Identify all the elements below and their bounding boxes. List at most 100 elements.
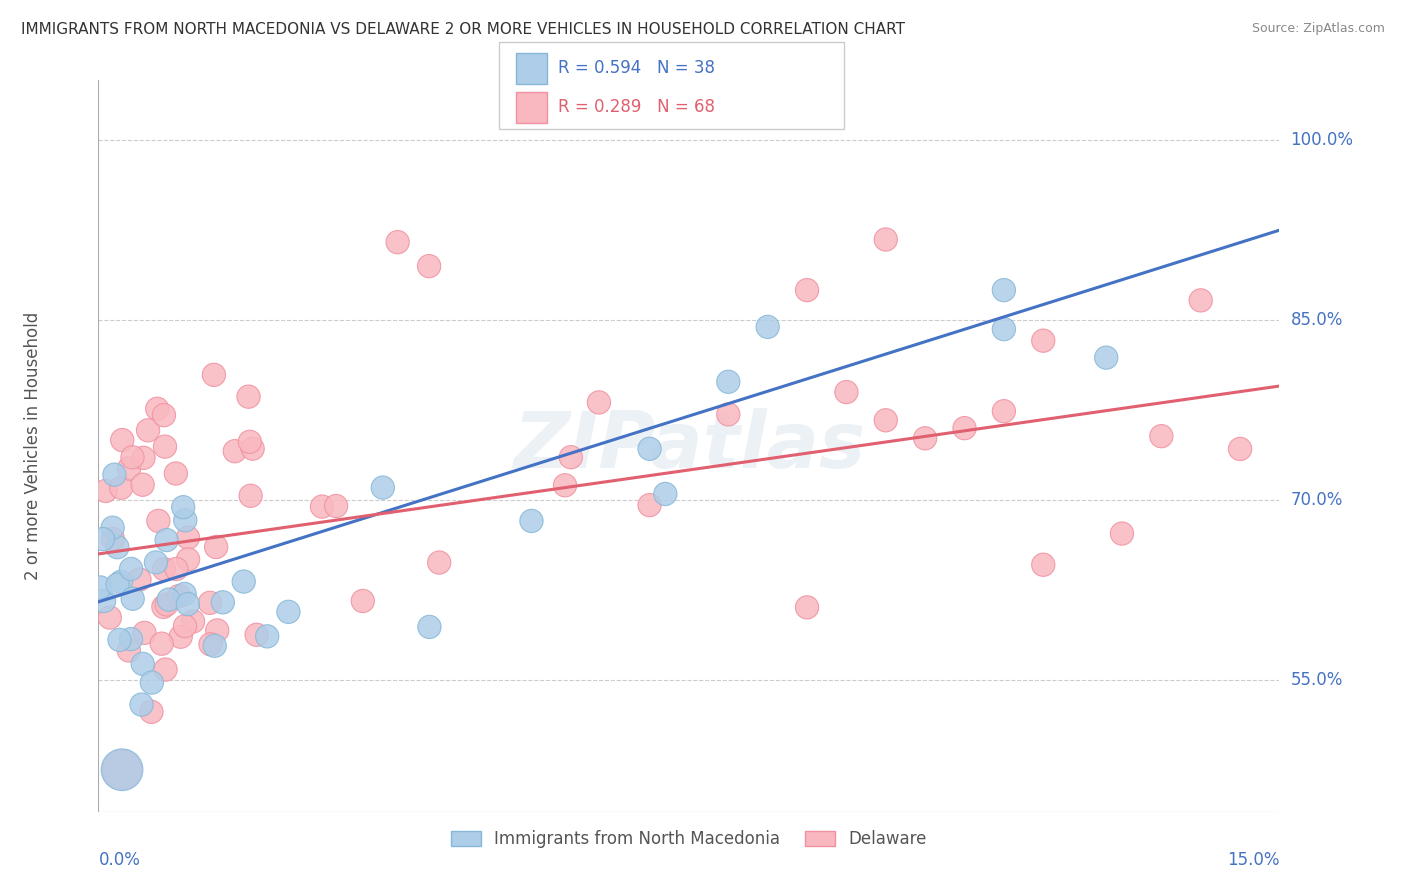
Point <box>875 413 897 427</box>
Point <box>239 489 262 503</box>
Point <box>239 434 262 449</box>
Point <box>1150 429 1173 443</box>
Point <box>148 514 170 528</box>
Point <box>101 532 124 546</box>
Point <box>387 235 409 249</box>
Point <box>155 663 177 677</box>
Point <box>371 481 394 495</box>
Point <box>200 637 222 651</box>
Point <box>177 552 200 566</box>
Point <box>1032 334 1054 348</box>
Point <box>141 705 163 719</box>
Point <box>1095 351 1118 365</box>
Point <box>120 562 142 576</box>
Point <box>993 322 1015 336</box>
Point <box>172 500 194 515</box>
Point <box>155 598 177 612</box>
Point <box>914 431 936 445</box>
Point <box>150 637 173 651</box>
Point <box>953 421 976 435</box>
Point <box>638 498 661 512</box>
Point <box>167 589 190 603</box>
Point <box>153 408 176 422</box>
Text: R = 0.289   N = 68: R = 0.289 N = 68 <box>558 98 716 117</box>
Point <box>993 283 1015 297</box>
Point <box>110 481 132 495</box>
Point <box>717 408 740 422</box>
Point <box>993 404 1015 418</box>
Text: R = 0.594   N = 38: R = 0.594 N = 38 <box>558 59 716 77</box>
Point <box>170 630 193 644</box>
Point <box>560 450 582 465</box>
Point <box>277 605 299 619</box>
Point <box>311 500 333 514</box>
Point <box>111 433 134 447</box>
Point <box>205 540 228 554</box>
Point <box>198 596 221 610</box>
Point <box>98 610 121 624</box>
Point <box>101 521 124 535</box>
Point <box>105 540 128 554</box>
Text: 100.0%: 100.0% <box>1291 131 1354 149</box>
Point <box>118 643 141 657</box>
Point <box>111 763 134 777</box>
Point <box>224 444 246 458</box>
Point <box>756 319 779 334</box>
Text: 85.0%: 85.0% <box>1291 311 1343 329</box>
Point <box>256 629 278 643</box>
Point <box>152 599 174 614</box>
Point <box>1189 293 1212 308</box>
Point <box>204 639 226 653</box>
Point <box>238 390 260 404</box>
Point <box>145 555 167 569</box>
Point <box>134 626 156 640</box>
Point <box>654 487 676 501</box>
Point <box>835 385 858 400</box>
Point <box>242 442 264 456</box>
Text: 70.0%: 70.0% <box>1291 491 1343 509</box>
Point <box>156 533 179 547</box>
Point <box>132 657 155 671</box>
Point <box>121 591 143 606</box>
Point <box>875 232 897 246</box>
Point <box>132 450 155 465</box>
Point <box>146 401 169 416</box>
Point <box>232 574 254 589</box>
Point <box>93 594 115 608</box>
Text: 55.0%: 55.0% <box>1291 671 1343 689</box>
Point <box>141 675 163 690</box>
Point <box>165 562 187 576</box>
Point <box>153 440 176 454</box>
Point <box>427 556 450 570</box>
Text: 15.0%: 15.0% <box>1227 851 1279 869</box>
Point <box>325 499 347 513</box>
Point <box>153 562 176 576</box>
Point <box>181 615 204 629</box>
Point <box>554 478 576 492</box>
Point <box>177 531 200 545</box>
Point <box>118 461 141 475</box>
Point <box>588 395 610 409</box>
Point <box>107 577 129 591</box>
Point <box>717 375 740 389</box>
Point <box>91 532 114 546</box>
Point <box>1111 526 1133 541</box>
Point <box>1032 558 1054 572</box>
Point <box>638 442 661 456</box>
Point <box>157 592 180 607</box>
Point <box>1229 442 1251 456</box>
Point <box>207 624 229 638</box>
Point <box>202 368 225 382</box>
Point <box>352 594 374 608</box>
Point <box>131 477 153 491</box>
Point <box>94 483 117 498</box>
Point <box>103 467 125 482</box>
Point <box>174 513 197 527</box>
Text: ZIPatlas: ZIPatlas <box>513 408 865 484</box>
Point <box>131 698 153 712</box>
Point <box>246 628 269 642</box>
Point <box>177 597 200 611</box>
Text: 0.0%: 0.0% <box>98 851 141 869</box>
Point <box>796 283 818 297</box>
Point <box>418 620 440 634</box>
